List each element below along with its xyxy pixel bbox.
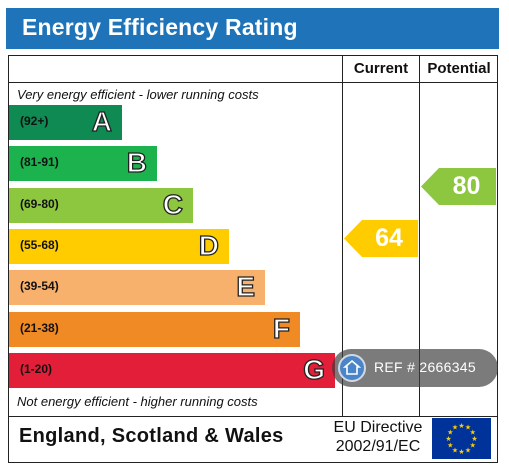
bottom-note: Not energy efficient - higher running co… (17, 394, 258, 409)
eu-star-icon: ★ (465, 424, 471, 432)
potential-rating-arrow: 80 (421, 168, 496, 205)
band-letter: F (272, 312, 290, 344)
eu-star-icon: ★ (465, 446, 471, 454)
column-divider-current (342, 55, 343, 417)
band-letter: A (91, 105, 113, 137)
band-letter: B (126, 147, 148, 179)
column-divider-potential (419, 55, 420, 417)
eu-star-icon: ★ (458, 422, 464, 430)
footer-divider (8, 416, 498, 417)
eu-star-icon: ★ (447, 442, 453, 450)
band-c: (69-80) C (9, 187, 193, 223)
eu-star-icon: ★ (458, 448, 464, 456)
band-range-label: (69-80) (20, 196, 59, 211)
eu-star-icon: ★ (471, 435, 477, 443)
eu-star-icon: ★ (452, 424, 458, 432)
band-g: (1-20) G (9, 352, 335, 388)
potential-column-header: Potential (427, 60, 491, 77)
directive-line-1: EU Directive (333, 419, 423, 436)
band-range-label: (21-38) (20, 320, 59, 335)
band-range-label: (81-91) (20, 155, 59, 170)
current-column-header: Current (353, 60, 409, 77)
eu-directive: EU Directive 2002/91/EC (326, 418, 430, 456)
title-bar: Energy Efficiency Rating (6, 8, 499, 49)
band-a: (92+) A (9, 105, 122, 140)
band-letter: E (236, 271, 256, 303)
eu-star-icon: ★ (452, 446, 458, 454)
reference-watermark: REF # 2666345 (332, 349, 498, 387)
band-letter: C (162, 188, 184, 220)
band-letter: G (303, 353, 326, 385)
potential-arrow-shape (421, 168, 496, 205)
band-range-label: (39-54) (20, 279, 59, 294)
reference-number: REF # 2666345 (374, 359, 476, 375)
eu-star-icon: ★ (447, 429, 453, 437)
current-arrow-shape (344, 220, 418, 257)
directive-line-2: 2002/91/EC (335, 438, 421, 455)
band-e: (39-54) E (9, 270, 265, 306)
band-f: (21-38) F (9, 311, 300, 347)
eu-star-icon: ★ (470, 442, 476, 450)
band-range-label: (1-20) (20, 361, 53, 376)
header-divider (8, 82, 498, 83)
band-letter: D (198, 229, 220, 261)
eu-star-icon: ★ (470, 429, 476, 437)
rating-table (8, 55, 498, 463)
current-rating-value: 64 (375, 224, 403, 252)
band-range-label: (92+) (20, 114, 49, 128)
band-range-label: (55-68) (20, 237, 59, 252)
eu-star-icon: ★ (445, 435, 451, 443)
band-d: (55-68) D (9, 228, 229, 264)
country-label: England, Scotland & Wales (19, 425, 284, 447)
potential-rating-value: 80 (452, 172, 481, 200)
current-rating-arrow: 64 (344, 220, 418, 257)
house-icon (338, 354, 366, 382)
top-note: Very energy efficient - lower running co… (17, 87, 259, 102)
page-title: Energy Efficiency Rating (22, 14, 298, 40)
eu-flag-icon: ★★★★★★★★★ ★ ★★ (432, 418, 491, 459)
band-b: (81-91) B (9, 146, 157, 182)
